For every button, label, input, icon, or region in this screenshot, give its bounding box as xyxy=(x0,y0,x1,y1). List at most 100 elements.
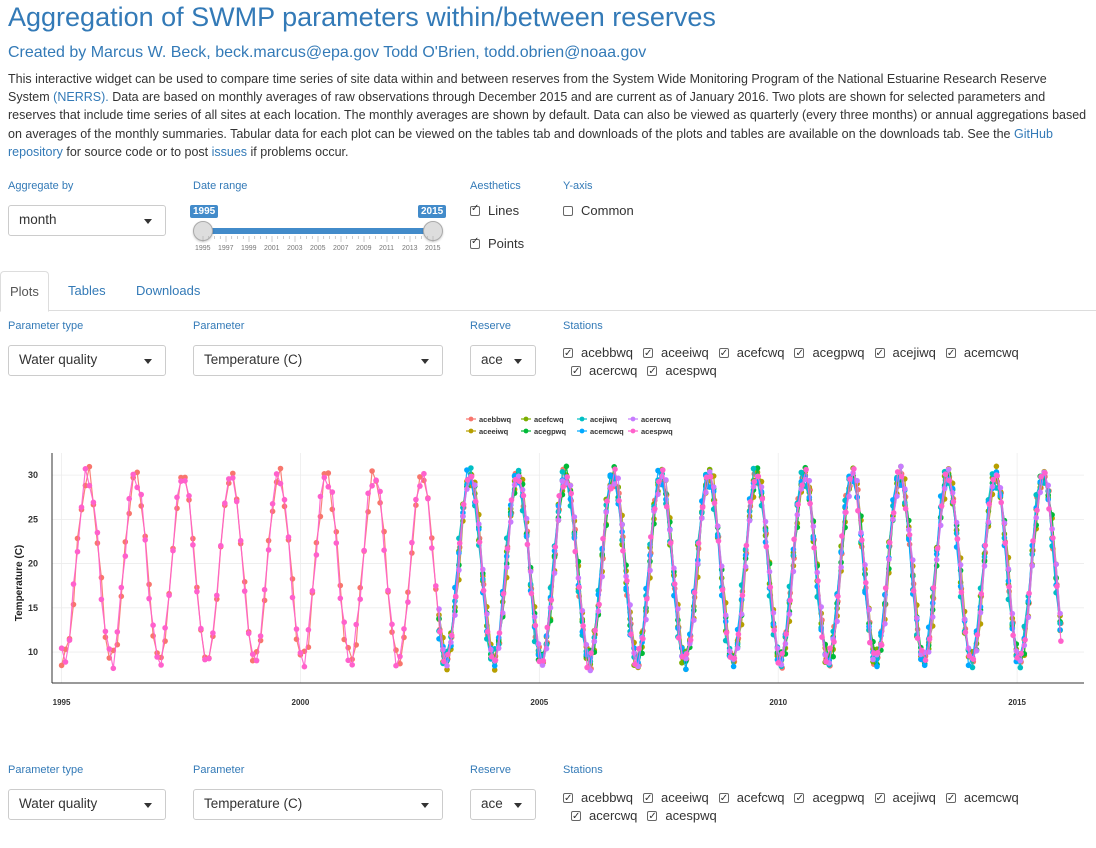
slider-track[interactable] xyxy=(203,228,433,234)
data-point-acespwq xyxy=(456,540,463,546)
checkbox-checked-icon[interactable] xyxy=(563,345,573,363)
common-checkbox[interactable]: Common xyxy=(563,203,634,218)
checkbox-checked-icon[interactable] xyxy=(643,345,654,363)
station-label: acegpwq xyxy=(812,345,865,360)
checkbox-checked-icon[interactable] xyxy=(794,345,805,363)
data-point-acercwq xyxy=(898,463,904,470)
data-point-acespwq xyxy=(158,662,164,668)
station-checkbox-acercwq[interactable]: acercwq xyxy=(571,362,637,381)
chart-series xyxy=(58,463,1064,674)
checkbox-unchecked-icon[interactable] xyxy=(563,206,573,216)
data-point-acercwq xyxy=(862,562,868,568)
data-point-acespwq xyxy=(739,592,746,599)
data-point-acespwq xyxy=(249,651,256,657)
legend-label: acejiwq xyxy=(590,415,618,424)
data-point-acespwq xyxy=(910,588,917,594)
nerrs-link[interactable]: (NERRS). xyxy=(53,90,109,105)
checkbox-checked-icon[interactable] xyxy=(794,790,805,808)
station-checkbox-acemcwq[interactable]: acemcwq xyxy=(945,344,1019,363)
checkbox-checked-icon[interactable] xyxy=(647,363,658,381)
station-checkbox-acebbwq[interactable]: acebbwq xyxy=(563,789,633,808)
station-checkbox-acespwq[interactable]: acespwq xyxy=(647,362,717,381)
checkbox-checked-icon[interactable] xyxy=(470,203,480,216)
reserve-select-2[interactable]: ace xyxy=(470,789,536,820)
tab-bar: Plots Tables Downloads xyxy=(0,271,1096,312)
station-checkbox-acefcwq[interactable]: acefcwq xyxy=(718,789,784,808)
data-point-acespwq xyxy=(82,466,89,472)
intro-text-1: This interactive widget can be used to c… xyxy=(8,72,1047,105)
date-range-slider[interactable]: 1995 2015 1995 1997 1999 2001 2003 2005 2007 20… xyxy=(190,203,447,258)
checkbox-checked-icon[interactable] xyxy=(945,345,956,363)
lines-checkbox[interactable]: Lines xyxy=(470,203,519,218)
data-point-acespwq xyxy=(524,541,531,548)
station-checkbox-aceeiwq[interactable]: aceeiwq xyxy=(643,789,709,808)
data-point-acespwq xyxy=(548,597,555,603)
checkbox-checked-icon[interactable] xyxy=(647,808,658,826)
station-checkbox-acespwq[interactable]: acespwq xyxy=(647,807,717,826)
aggregate-select[interactable]: month xyxy=(8,205,166,236)
data-point-acespwq xyxy=(341,619,348,625)
tab-downloads[interactable]: Downloads xyxy=(136,283,201,298)
tab-plots[interactable]: Plots xyxy=(0,271,49,312)
legend-marker xyxy=(630,416,636,422)
checkbox-checked-icon[interactable] xyxy=(718,790,729,808)
data-point-acercwq xyxy=(1053,561,1059,568)
data-point-acespwq xyxy=(902,505,909,512)
checkbox-checked-icon[interactable] xyxy=(874,345,885,363)
data-point-acespwq xyxy=(448,632,455,639)
station-checkbox-acegpwq[interactable]: acegpwq xyxy=(794,789,865,808)
checkbox-checked-icon[interactable] xyxy=(874,790,885,808)
legend-label: acercwq xyxy=(641,415,671,424)
points-checkbox[interactable]: Points xyxy=(470,236,524,251)
aesthetics-label: Aesthetics xyxy=(470,180,521,192)
station-checkbox-acejiwq[interactable]: acejiwq xyxy=(874,789,936,808)
param-type-select[interactable]: Water quality xyxy=(8,345,166,376)
parameter-select-2[interactable]: Temperature (C) xyxy=(193,789,443,820)
data-point-acejiwq xyxy=(1017,664,1024,671)
param-type-select-2[interactable]: Water quality xyxy=(8,789,166,820)
chevron-down-icon xyxy=(514,803,522,808)
data-point-acespwq xyxy=(1050,535,1056,541)
github-link[interactable]: GitHub repository xyxy=(8,126,1053,159)
station-checkbox-aceeiwq[interactable]: aceeiwq xyxy=(643,344,709,363)
data-point-acercwq xyxy=(667,527,673,533)
email-link-obrien[interactable]: todd.obrien@noaa.gov xyxy=(484,44,647,61)
data-point-acespwq xyxy=(273,471,280,477)
checkbox-checked-icon[interactable] xyxy=(945,790,956,808)
aggregate-value: month xyxy=(19,212,57,227)
data-point-acespwq xyxy=(365,490,371,497)
tab-tables[interactable]: Tables xyxy=(68,283,106,298)
data-point-acebbwq xyxy=(313,539,320,546)
station-label: acespwq xyxy=(665,363,717,378)
common-label: Common xyxy=(581,203,634,218)
station-checkbox-acercwq[interactable]: acercwq xyxy=(571,807,637,826)
data-point-acespwq xyxy=(1038,473,1044,480)
station-checkbox-acegpwq[interactable]: acegpwq xyxy=(794,344,865,363)
data-point-acespwq xyxy=(942,471,949,477)
checkbox-checked-icon[interactable] xyxy=(718,345,729,363)
data-point-acespwq xyxy=(504,546,511,552)
data-point-acespwq xyxy=(409,539,415,546)
email-link-beck[interactable]: beck.marcus@epa.gov xyxy=(215,44,380,61)
reserve-select[interactable]: ace xyxy=(470,345,536,376)
data-point-acespwq xyxy=(608,485,614,492)
checkbox-checked-icon[interactable] xyxy=(563,790,573,808)
data-point-acemcwq xyxy=(918,656,924,663)
station-checkbox-acejiwq[interactable]: acejiwq xyxy=(874,344,936,363)
data-point-acespwq xyxy=(345,657,352,664)
data-point-acespwq xyxy=(1014,655,1020,661)
data-point-acercwq xyxy=(985,519,992,525)
checkbox-checked-icon[interactable] xyxy=(571,363,581,381)
issues-link[interactable]: issues xyxy=(211,144,248,159)
station-checkbox-acemcwq[interactable]: acemcwq xyxy=(945,789,1019,808)
checkbox-checked-icon[interactable] xyxy=(470,236,480,249)
checkbox-checked-icon[interactable] xyxy=(643,790,654,808)
data-point-acercwq xyxy=(480,566,486,573)
station-checkbox-acebbwq[interactable]: acebbwq xyxy=(563,344,633,363)
series-line-acespwq xyxy=(61,468,1062,669)
data-point-acespwq xyxy=(576,584,582,590)
parameter-select[interactable]: Temperature (C) xyxy=(193,345,443,376)
station-checkbox-acefcwq[interactable]: acefcwq xyxy=(718,344,784,363)
checkbox-checked-icon[interactable] xyxy=(571,808,581,826)
legend-marker xyxy=(579,416,585,422)
